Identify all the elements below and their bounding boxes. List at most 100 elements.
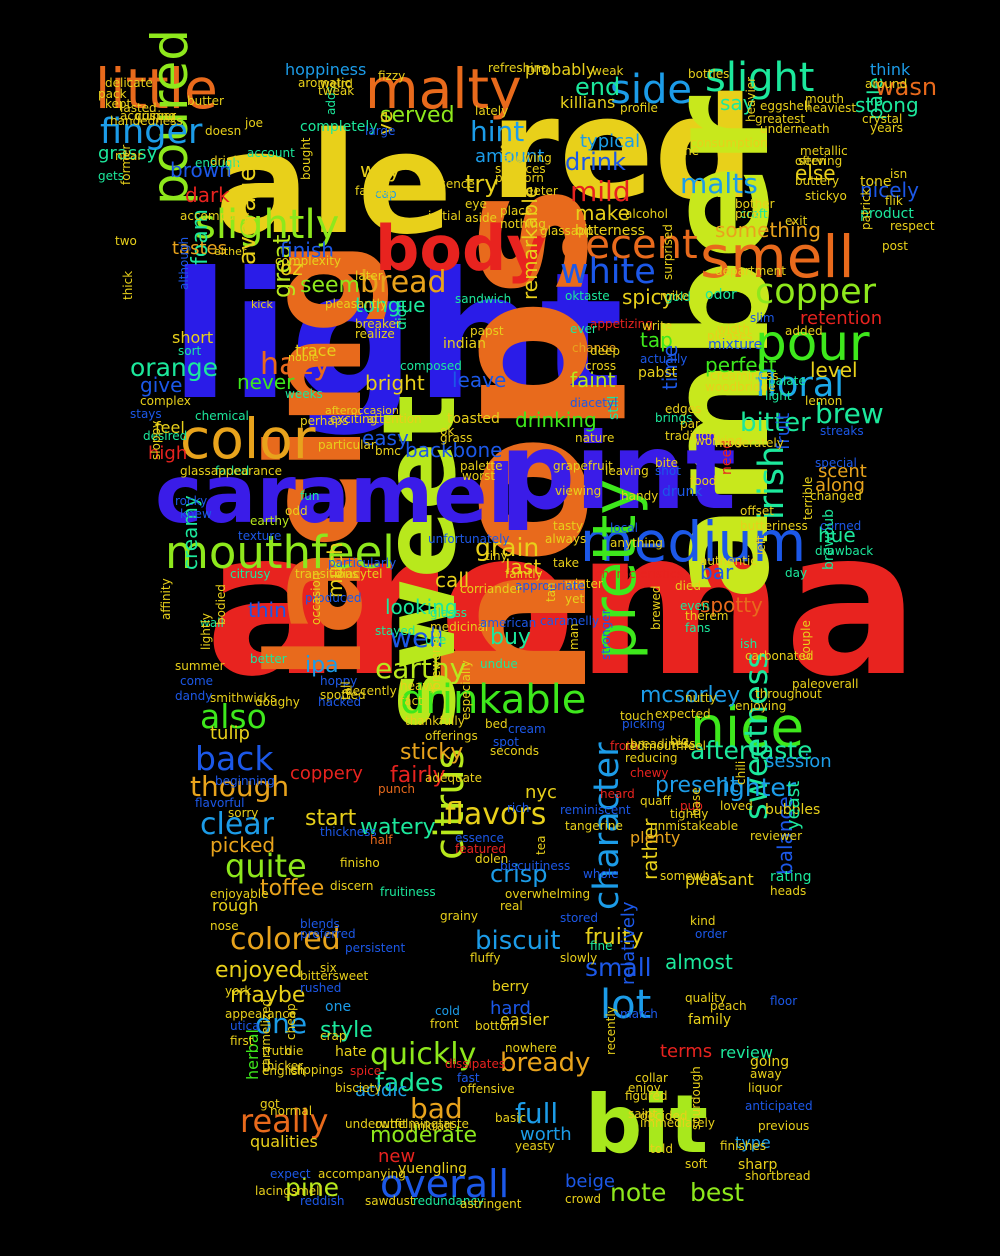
- cloud-word: carbonated: [745, 649, 814, 663]
- cloud-word: breweries: [429, 631, 443, 690]
- cloud-word: order: [695, 927, 727, 941]
- cloud-word: fine: [590, 939, 613, 953]
- cloud-word: blends: [300, 917, 340, 931]
- cloud-word: faintly: [505, 567, 543, 581]
- cloud-word: serving: [798, 154, 843, 168]
- cloud-word: texture: [238, 529, 282, 543]
- cloud-word: dolen: [475, 852, 509, 866]
- cloud-word: grain: [475, 533, 540, 562]
- cloud-word: bed: [485, 717, 508, 731]
- cloud-word: citrusy: [230, 567, 271, 581]
- cloud-word: floral: [755, 365, 845, 405]
- cloud-word: man: [567, 623, 581, 650]
- cloud-word: crystal: [862, 112, 903, 126]
- cloud-word: transitions: [295, 567, 359, 581]
- cloud-word: big: [670, 734, 689, 748]
- cloud-word: away: [750, 1067, 782, 1081]
- cloud-word: worst: [462, 469, 496, 483]
- cloud-word: crap: [320, 1029, 347, 1043]
- cloud-word: spicy: [622, 285, 674, 309]
- cloud-word: tap: [640, 328, 673, 352]
- cloud-word: perfect: [705, 353, 777, 377]
- cloud-word: easier: [500, 1010, 549, 1029]
- cloud-word: stickyo: [805, 189, 847, 203]
- cloud-word: session: [765, 751, 832, 772]
- cloud-word: dandy: [175, 689, 213, 703]
- cloud-word: cheap: [284, 1003, 298, 1040]
- cloud-word: yeast: [783, 780, 804, 830]
- cloud-word: come: [180, 674, 214, 688]
- cloud-word: unmistakeable: [650, 819, 739, 833]
- cloud-word: odor: [705, 287, 737, 303]
- cloud-word: bubbles: [765, 802, 821, 818]
- cloud-word: featured: [455, 842, 506, 856]
- cloud-word: york: [225, 984, 252, 998]
- cloud-word: sharp: [738, 1157, 778, 1173]
- cloud-word: leave: [452, 368, 507, 392]
- cloud-word: underneath: [760, 122, 830, 136]
- cloud-word: hoppy: [320, 674, 358, 688]
- cloud-word: authentic: [700, 554, 757, 568]
- cloud-word: crisper: [135, 109, 177, 123]
- cloud-word: trace: [295, 341, 337, 360]
- cloud-word: well: [390, 623, 444, 654]
- cloud-word: appropriate: [515, 579, 585, 593]
- cloud-word: composed: [400, 359, 462, 373]
- cloud-word: review: [720, 1043, 773, 1062]
- cloud-word: sweeter: [510, 184, 558, 198]
- cloud-word: ish: [740, 637, 758, 651]
- cloud-word: base: [689, 787, 703, 816]
- cloud-word: lacingsmell: [255, 1184, 323, 1198]
- cloud-word: aftertaste: [690, 736, 813, 765]
- cloud-word: dissipates: [445, 1057, 506, 1071]
- cloud-word: product: [860, 206, 914, 222]
- cloud-word: wasn: [875, 73, 938, 101]
- cloud-word: quickly: [370, 1037, 477, 1072]
- cloud-word: mild: [570, 175, 631, 208]
- cloud-word: red: [490, 68, 755, 231]
- cloud-word: especially: [459, 660, 473, 720]
- cloud-word: buttery: [795, 174, 840, 188]
- cloud-word: large: [365, 124, 396, 138]
- cloud-word: craft: [740, 207, 768, 221]
- cloud-word: peach: [710, 999, 747, 1013]
- cloud-word: hazy: [260, 347, 331, 382]
- cloud-word: floor: [770, 994, 798, 1008]
- cloud-word: offerings: [425, 729, 478, 743]
- cloud-word: present: [655, 773, 739, 798]
- cloud-word: medium: [580, 510, 807, 574]
- cloud-word: weak: [592, 64, 624, 78]
- cloud-word: bit: [585, 1078, 708, 1171]
- cloud-word: english: [262, 1064, 306, 1078]
- cloud-word: flik: [885, 194, 903, 208]
- cloud-word: end: [575, 73, 621, 101]
- cloud-word: shot: [655, 464, 681, 478]
- cloud-word: stays: [130, 407, 162, 421]
- cloud-word: finisho: [340, 856, 380, 870]
- cloud-word: change: [572, 341, 617, 355]
- cloud-word: grapefruit: [553, 459, 613, 473]
- cloud-word: couple: [799, 620, 813, 660]
- cloud-word: deep: [590, 344, 620, 358]
- cloud-word: desired: [143, 429, 188, 443]
- cloud-word: butteriness: [740, 519, 808, 533]
- cloud-word: overwhelming: [505, 887, 591, 901]
- cloud-word: way: [360, 158, 401, 182]
- cloud-word: one: [325, 999, 352, 1015]
- cloud-word: indian: [443, 336, 486, 352]
- cloud-word: mike: [660, 289, 689, 303]
- cloud-word: little: [95, 57, 218, 121]
- cloud-word: bar: [700, 560, 734, 584]
- cloud-word: liquor: [748, 1081, 783, 1095]
- cloud-word: relatively: [618, 901, 639, 985]
- cloud-word: width: [717, 322, 751, 336]
- cloud-word: preferred: [300, 927, 356, 941]
- cloud-word: grass: [440, 431, 473, 445]
- cloud-word: acidic: [355, 1080, 408, 1101]
- cloud-word: nature: [575, 431, 615, 445]
- cloud-word: tan: [544, 582, 558, 602]
- cloud-word: semi: [500, 141, 529, 155]
- cloud-word: ever: [570, 322, 597, 336]
- cloud-word: hate: [335, 1044, 367, 1060]
